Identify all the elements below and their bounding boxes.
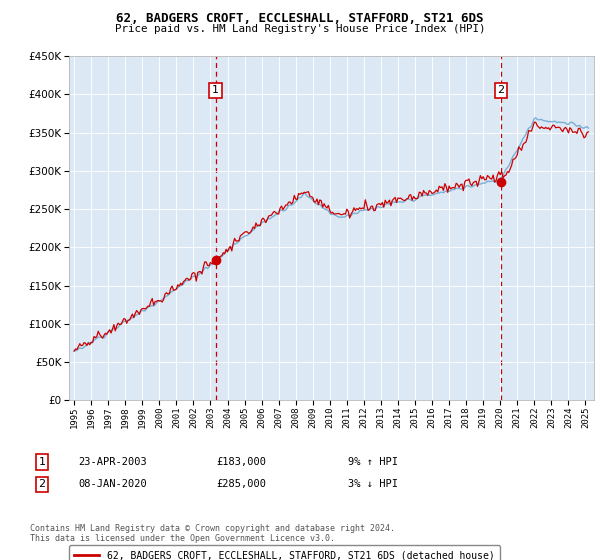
Text: Price paid vs. HM Land Registry's House Price Index (HPI): Price paid vs. HM Land Registry's House …: [115, 24, 485, 34]
Text: 62, BADGERS CROFT, ECCLESHALL, STAFFORD, ST21 6DS: 62, BADGERS CROFT, ECCLESHALL, STAFFORD,…: [116, 12, 484, 25]
Text: 3% ↓ HPI: 3% ↓ HPI: [348, 479, 398, 489]
Text: 23-APR-2003: 23-APR-2003: [78, 457, 147, 467]
Text: 1: 1: [212, 86, 219, 95]
Text: 1: 1: [38, 457, 46, 467]
Text: 2: 2: [497, 86, 505, 95]
Text: 08-JAN-2020: 08-JAN-2020: [78, 479, 147, 489]
Legend: 62, BADGERS CROFT, ECCLESHALL, STAFFORD, ST21 6DS (detached house), HPI: Average: 62, BADGERS CROFT, ECCLESHALL, STAFFORD,…: [68, 545, 500, 560]
Text: £285,000: £285,000: [216, 479, 266, 489]
Text: 2: 2: [38, 479, 46, 489]
Text: Contains HM Land Registry data © Crown copyright and database right 2024.
This d: Contains HM Land Registry data © Crown c…: [30, 524, 395, 543]
Text: 9% ↑ HPI: 9% ↑ HPI: [348, 457, 398, 467]
Text: £183,000: £183,000: [216, 457, 266, 467]
